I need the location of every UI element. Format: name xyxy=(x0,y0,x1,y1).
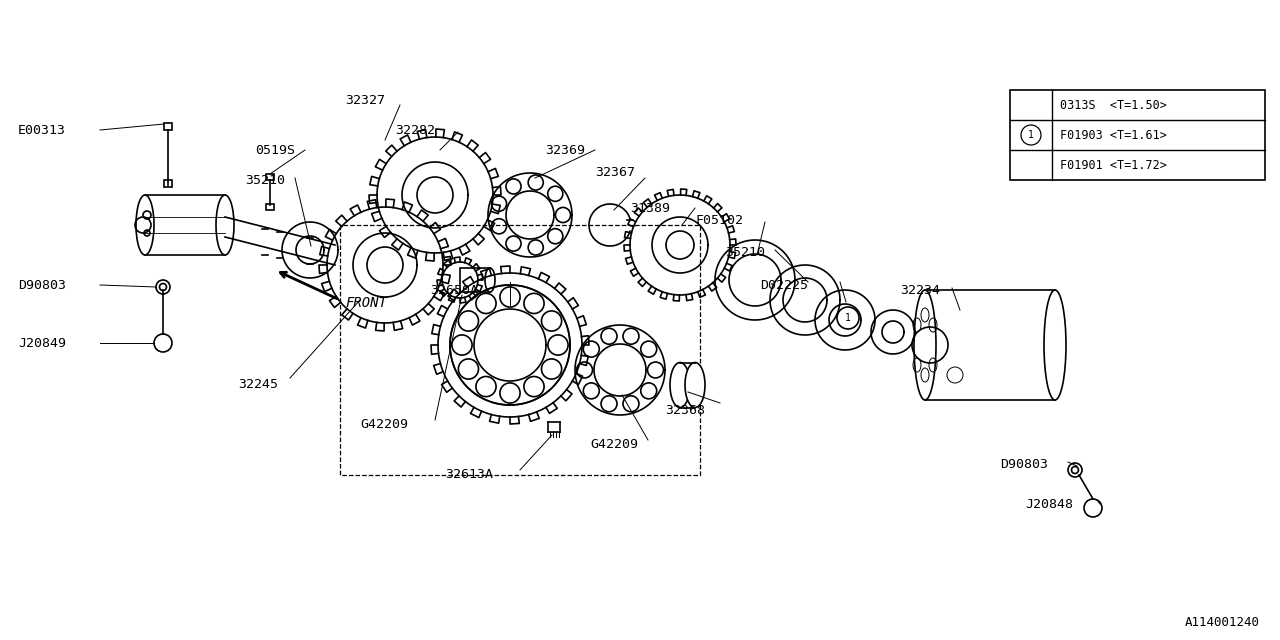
Text: D90803: D90803 xyxy=(1000,458,1048,472)
Ellipse shape xyxy=(669,362,690,408)
Text: G42209: G42209 xyxy=(590,438,637,451)
Bar xyxy=(266,174,274,180)
Bar xyxy=(1010,90,1265,180)
Bar xyxy=(164,180,172,187)
Text: 32245: 32245 xyxy=(238,378,278,392)
Text: E00313: E00313 xyxy=(18,124,67,136)
Text: G42209: G42209 xyxy=(360,419,408,431)
Ellipse shape xyxy=(485,268,495,292)
Bar xyxy=(925,290,1055,400)
Text: 1: 1 xyxy=(845,313,851,323)
Text: 32368: 32368 xyxy=(666,403,705,417)
Text: 35210: 35210 xyxy=(724,246,765,259)
Text: F05102: F05102 xyxy=(695,214,742,227)
Text: 32369: 32369 xyxy=(545,143,585,157)
Ellipse shape xyxy=(685,362,705,408)
Text: D02225: D02225 xyxy=(760,278,808,291)
Ellipse shape xyxy=(1044,290,1066,400)
Text: 32650A: 32650A xyxy=(430,284,477,296)
Ellipse shape xyxy=(216,195,234,255)
Bar xyxy=(164,123,172,130)
Text: 31389: 31389 xyxy=(630,202,669,214)
Text: F01901 <T=1.72>: F01901 <T=1.72> xyxy=(1060,159,1167,172)
Text: D90803: D90803 xyxy=(18,278,67,291)
Bar xyxy=(266,204,274,210)
Text: 32234: 32234 xyxy=(900,284,940,296)
Text: J20849: J20849 xyxy=(18,337,67,349)
Text: 0519S: 0519S xyxy=(255,143,294,157)
Text: FRONT: FRONT xyxy=(346,296,387,310)
Text: 32613A: 32613A xyxy=(445,468,493,481)
Text: 0313S  <T=1.50>: 0313S <T=1.50> xyxy=(1060,99,1167,111)
Text: 1: 1 xyxy=(1028,130,1034,140)
Text: A114001240: A114001240 xyxy=(1185,616,1260,628)
Text: 35210: 35210 xyxy=(244,173,285,186)
Text: 32327: 32327 xyxy=(346,93,385,106)
Ellipse shape xyxy=(136,195,154,255)
Text: J20848: J20848 xyxy=(1025,499,1073,511)
Text: 32367: 32367 xyxy=(595,166,635,179)
Bar xyxy=(460,268,490,292)
Text: F01903 <T=1.61>: F01903 <T=1.61> xyxy=(1060,129,1167,141)
Bar xyxy=(145,195,225,255)
Ellipse shape xyxy=(914,290,936,400)
Text: 32282: 32282 xyxy=(396,124,435,136)
